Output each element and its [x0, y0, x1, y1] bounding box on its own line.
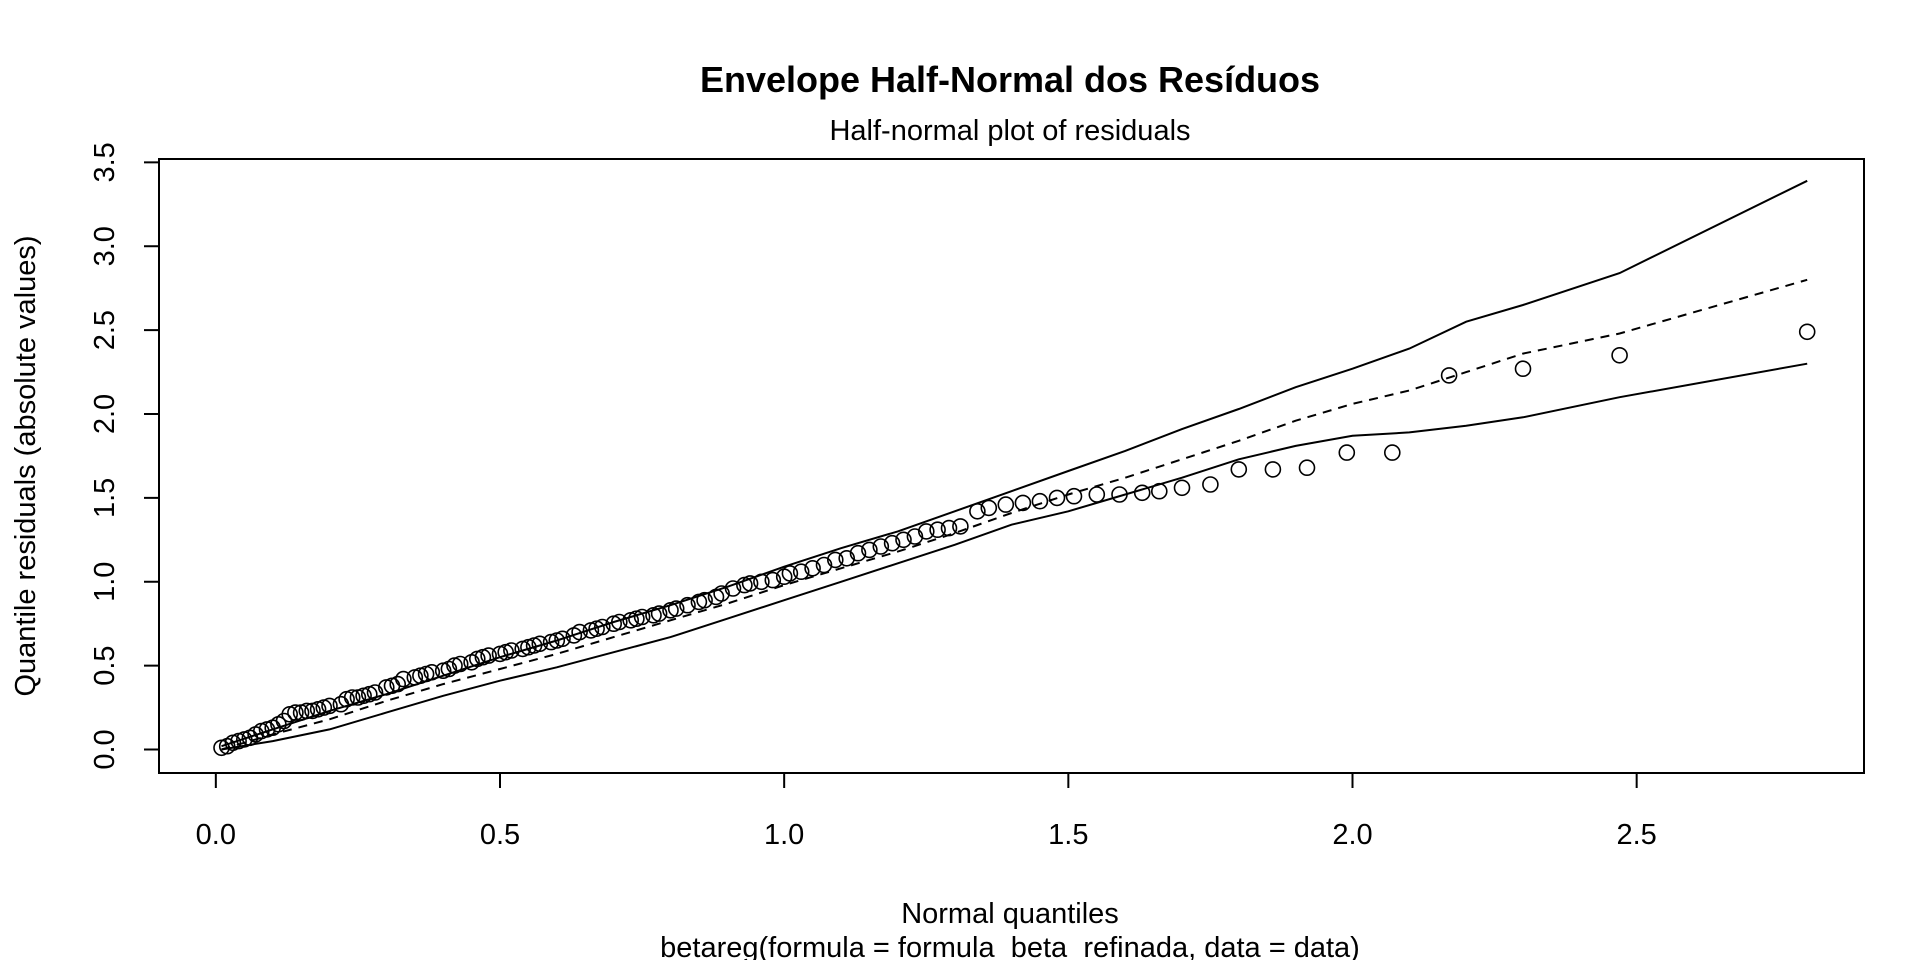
residual-point — [792, 563, 810, 581]
y-tick-label: 2.5 — [89, 310, 121, 350]
residual-point — [667, 600, 685, 617]
chart-title: Envelope Half-Normal dos Resíduos — [700, 59, 1320, 100]
residual-point — [1298, 459, 1316, 477]
residual-point — [650, 605, 668, 622]
residual-point — [1264, 461, 1282, 478]
residual-point — [969, 502, 986, 520]
residual-point — [1230, 461, 1248, 478]
y-tick-label: 1.0 — [89, 562, 121, 602]
residual-point — [929, 521, 946, 539]
residual-point — [1111, 486, 1128, 503]
residual-points — [213, 323, 1816, 757]
residual-point — [321, 697, 338, 715]
residual-point — [1133, 484, 1151, 502]
x-tick-label: 1.0 — [764, 819, 804, 851]
residual-point — [1611, 346, 1628, 364]
y-axis-label: Quantile residuals (absolute values) — [10, 235, 42, 696]
x-tick-label: 0.0 — [196, 819, 236, 851]
x-tick-label: 2.0 — [1332, 819, 1372, 851]
x-tick-label: 1.5 — [1048, 819, 1088, 851]
y-tick-label: 0.0 — [89, 729, 121, 769]
x-tick-label: 2.5 — [1617, 819, 1657, 851]
x-tick-label: 0.5 — [480, 819, 520, 851]
residual-point — [451, 655, 469, 673]
y-axis: 0.0 0.5 1.0 1.5 2.0 2.5 3.0 3.5 — [89, 142, 160, 770]
residual-point — [980, 499, 998, 517]
residual-point — [480, 647, 497, 664]
residual-point — [531, 635, 549, 653]
envelope-lines — [221, 179, 1808, 751]
residual-point — [849, 544, 867, 562]
residual-point — [781, 565, 799, 582]
residual-point — [1065, 487, 1083, 505]
residual-point — [1014, 494, 1032, 512]
residual-point — [571, 623, 588, 641]
residual-point — [826, 551, 844, 569]
residual-point — [1173, 479, 1191, 497]
residual-point — [366, 684, 384, 701]
residual-point — [883, 534, 901, 552]
residual-point — [1338, 444, 1356, 461]
x-axis: 0.0 0.5 1.0 1.5 2.0 2.5 — [196, 772, 1657, 851]
residual-point — [804, 559, 821, 577]
residual-point — [287, 704, 304, 721]
residual-point — [838, 549, 856, 567]
residual-point — [633, 608, 651, 626]
residual-point — [503, 642, 520, 659]
residual-point — [940, 519, 958, 537]
residual-point — [1048, 489, 1066, 507]
residual-point — [298, 702, 316, 720]
y-tick-label: 3.5 — [89, 142, 121, 182]
residual-point — [895, 531, 912, 549]
y-tick-label: 3.0 — [89, 226, 121, 266]
residual-point — [872, 538, 890, 555]
residual-point — [724, 580, 742, 597]
residual-point — [815, 556, 833, 574]
residual-point — [741, 575, 759, 592]
residual-point — [423, 663, 441, 681]
residual-point — [679, 596, 696, 614]
residual-point — [610, 613, 628, 631]
residual-point — [1151, 482, 1168, 500]
residual-point — [343, 689, 361, 706]
residual-point — [952, 518, 969, 535]
residual-point — [753, 573, 770, 591]
y-tick-label: 2.0 — [89, 394, 121, 434]
residual-point — [1088, 486, 1106, 503]
envelope-median-line — [221, 278, 1808, 751]
chart-subtitle: Half-normal plot of residuals — [829, 115, 1190, 147]
residual-point — [1202, 476, 1219, 493]
residual-point — [1440, 367, 1458, 384]
envelope-lower-line — [221, 362, 1808, 751]
residual-point — [554, 630, 571, 648]
residual-point — [593, 618, 611, 636]
residual-point — [906, 528, 924, 545]
residual-point — [696, 591, 713, 609]
residual-point — [1514, 360, 1532, 378]
y-tick-label: 0.5 — [89, 645, 121, 685]
residual-point — [997, 496, 1015, 513]
y-tick-label: 1.5 — [89, 478, 121, 518]
residual-point — [1384, 444, 1401, 461]
x-axis-label: Normal quantiles — [901, 898, 1119, 930]
residual-point — [764, 571, 782, 589]
residual-point — [389, 675, 407, 693]
x-axis-sublabel: betareg(formula = formula_beta_refinada,… — [660, 932, 1360, 960]
envelope-upper-line — [221, 179, 1808, 748]
residual-point — [1798, 323, 1816, 341]
residual-point — [861, 541, 878, 559]
residual-point — [395, 670, 412, 688]
residual-point — [917, 523, 935, 540]
residual-point — [1031, 492, 1049, 510]
residual-point — [713, 585, 730, 602]
